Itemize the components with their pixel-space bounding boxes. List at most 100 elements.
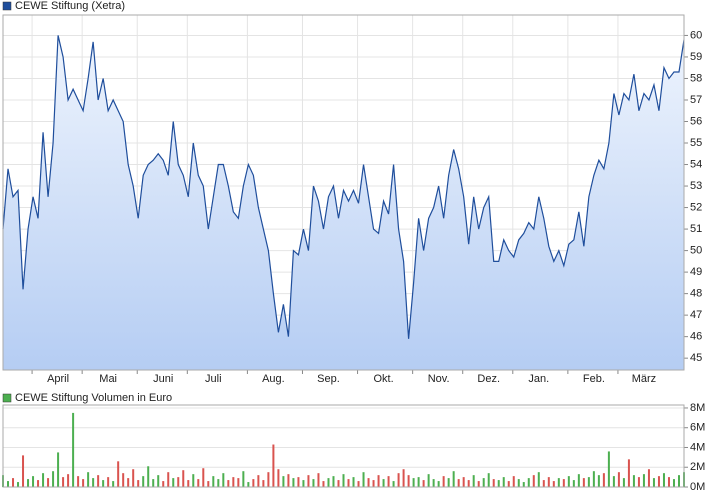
volume-bar: [322, 481, 325, 487]
volume-bar: [642, 474, 645, 487]
volume-bar: [467, 480, 470, 487]
volume-bar: [212, 476, 215, 487]
volume-bar: [622, 478, 625, 487]
volume-bar: [457, 479, 460, 487]
volume-bar: [272, 444, 275, 487]
volume-bar: [612, 476, 615, 487]
x-tick-label: Dez.: [477, 373, 500, 385]
y-tick-label: 59: [690, 51, 702, 63]
y-tick-label: 53: [690, 180, 702, 192]
volume-bar: [292, 478, 295, 487]
y-tick-label: 56: [690, 115, 702, 127]
x-tick-label: Okt.: [373, 373, 393, 385]
volume-bar: [482, 478, 485, 487]
volume-bar: [67, 474, 70, 487]
volume-bar: [342, 474, 345, 487]
volume-bar: [307, 475, 310, 487]
volume-bar: [312, 479, 315, 487]
volume-bar: [167, 472, 170, 487]
volume-bar: [62, 477, 65, 487]
volume-bar: [107, 477, 110, 487]
volume-bar: [607, 451, 610, 487]
volume-bar: [652, 478, 655, 487]
volume-bar: [382, 479, 385, 487]
price-line: [2, 35, 685, 339]
volume-bar: [372, 480, 375, 487]
y-tick-label: 47: [690, 309, 702, 321]
volume-bar: [617, 472, 620, 487]
volume-bar: [587, 477, 590, 487]
volume-bar: [152, 479, 155, 487]
y-tick-label: 51: [690, 223, 702, 235]
volume-bar: [237, 478, 240, 487]
volume-bar: [302, 480, 305, 487]
volume-bar: [447, 478, 450, 487]
x-tick-label: Juli: [205, 373, 222, 385]
volume-bar: [412, 478, 415, 487]
x-tick-label: Mai: [99, 373, 117, 385]
volume-bar: [497, 480, 500, 487]
volume-bar: [267, 472, 270, 487]
plot-border: [2, 14, 685, 371]
volume-bar: [97, 475, 100, 487]
volume-bar: [162, 481, 165, 487]
volume-bar: [52, 471, 55, 487]
volume-bar: [47, 478, 50, 487]
y-tick-label: 49: [690, 266, 702, 278]
volume-bar: [127, 478, 130, 487]
volume-bar: [282, 476, 285, 487]
volume-bar: [157, 475, 160, 487]
y-tick-label: 8M: [690, 402, 705, 414]
volume-bar: [172, 478, 175, 487]
volume-bar: [442, 476, 445, 487]
volume-bar: [542, 480, 545, 487]
volume-bar: [192, 474, 195, 487]
x-tick-label: Sep.: [317, 373, 340, 385]
volume-bar: [327, 478, 330, 487]
volume-bar: [317, 473, 320, 487]
volume-bar: [277, 469, 280, 487]
volume-bar: [517, 479, 520, 487]
volume-bar: [77, 476, 80, 487]
volume-bar: [572, 480, 575, 487]
volume-bar: [42, 473, 45, 487]
volume-bar: [182, 470, 185, 487]
volume-bar: [657, 476, 660, 487]
volume-bar: [137, 480, 140, 487]
volume-bar: [547, 477, 550, 487]
plot-background: [2, 404, 685, 488]
volume-bar: [287, 474, 290, 487]
volume-bar: [662, 473, 665, 487]
volume-bar: [102, 480, 105, 487]
volume-bar: [367, 478, 370, 487]
volume-bar: [522, 482, 525, 487]
volume-bar: [27, 479, 30, 487]
volume-bar: [487, 473, 490, 487]
volume-bar: [57, 452, 60, 487]
volume-bar: [357, 481, 360, 487]
volume-bar: [12, 478, 15, 487]
y-tick-label: 54: [690, 158, 702, 170]
volume-bar: [567, 476, 570, 487]
volume-bar: [502, 477, 505, 487]
volume-bar: [407, 475, 410, 487]
volume-bar: [187, 480, 190, 487]
volume-bar: [197, 479, 200, 487]
volume-bar: [227, 480, 230, 487]
volume-bar: [432, 479, 435, 487]
y-tick-label: 55: [690, 137, 702, 149]
y-tick-label: 48: [690, 288, 702, 300]
legend-label: CEWE Stiftung Volumen in Euro: [15, 392, 172, 404]
volume-bar: [232, 477, 235, 487]
volume-bar: [352, 477, 355, 487]
plot-border: [2, 404, 685, 488]
volume-bar: [132, 469, 135, 487]
y-tick-label: 46: [690, 331, 702, 343]
volume-bar: [552, 481, 555, 487]
volume-bar: [92, 478, 95, 487]
volume-bar: [387, 476, 390, 487]
volume-bar: [477, 481, 480, 487]
legend-swatch: [2, 1, 12, 11]
